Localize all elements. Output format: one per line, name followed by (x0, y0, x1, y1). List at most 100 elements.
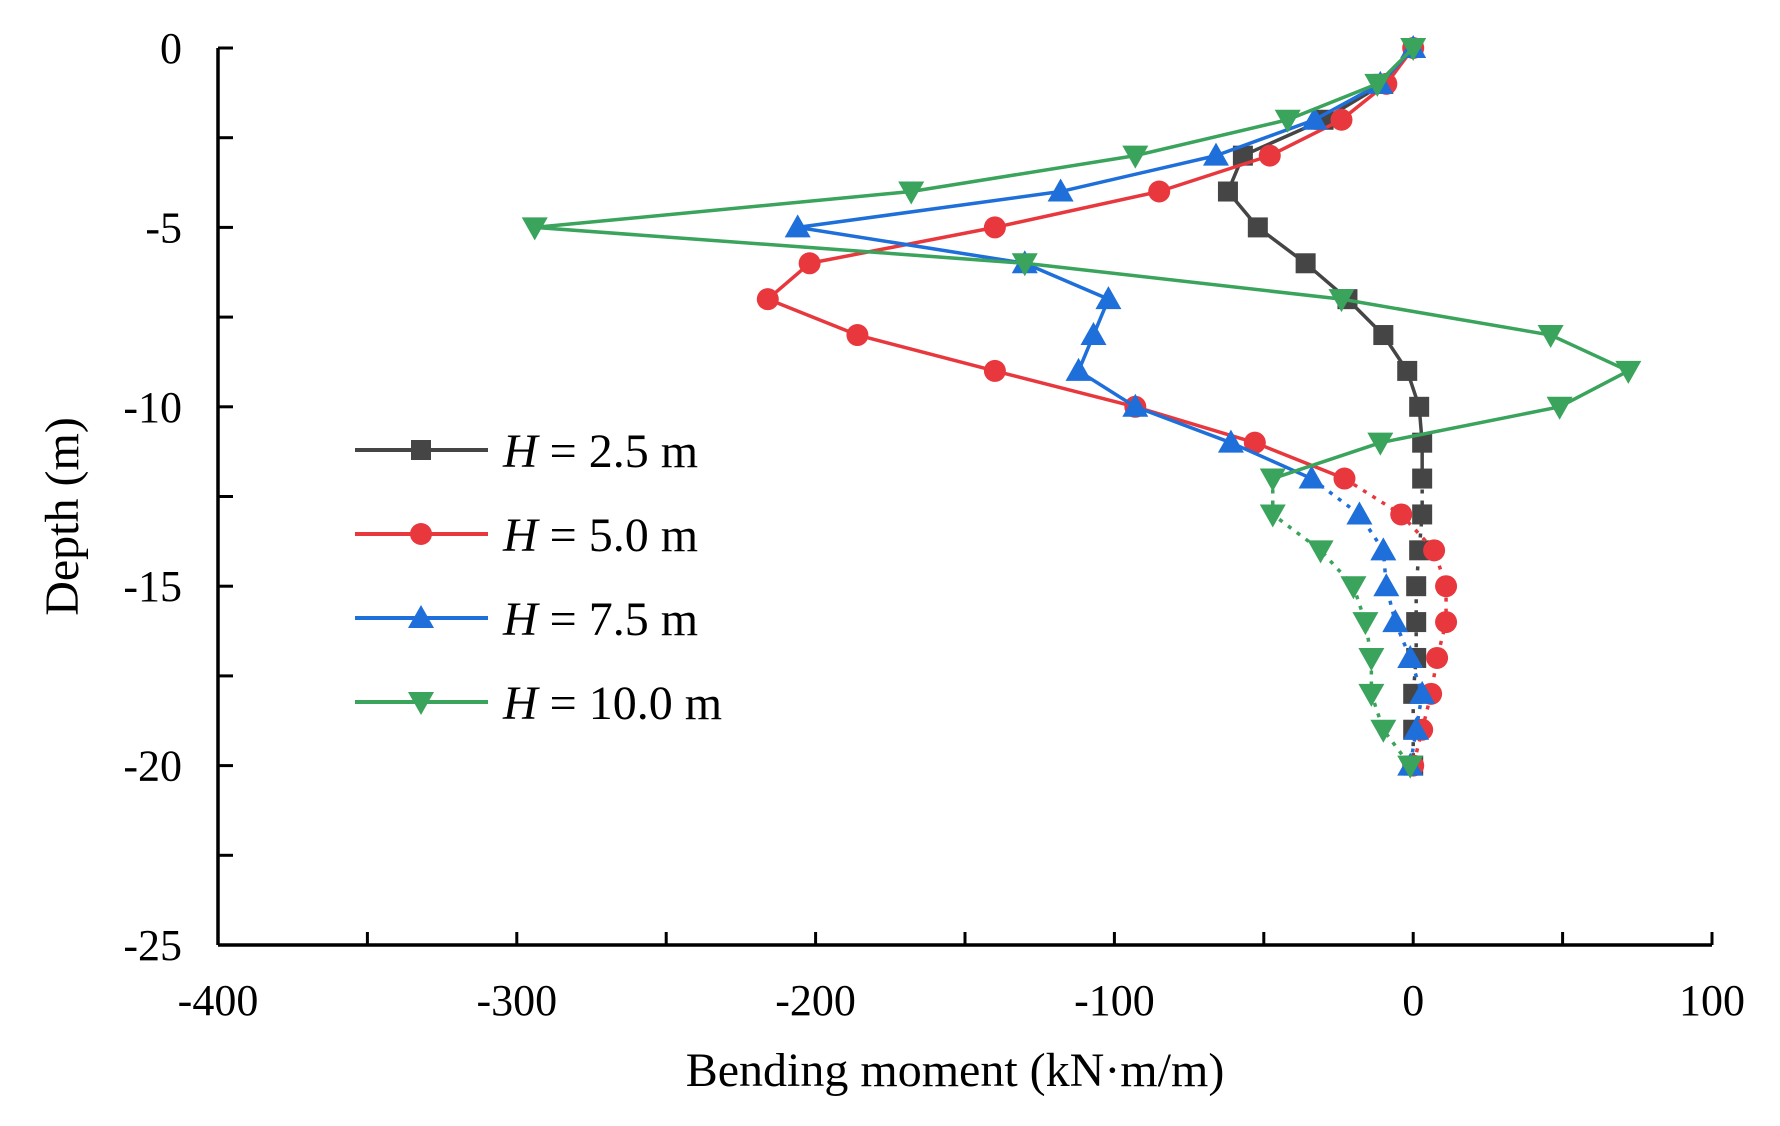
legend-value: = 7.5 m (538, 593, 698, 646)
series-4 (521, 38, 1642, 779)
y-axis-title: Depth (m) (36, 417, 89, 616)
data-point (756, 288, 779, 311)
legend-entry: H = 7.5 m (355, 593, 698, 646)
legend-marker (408, 605, 434, 628)
data-point (1274, 109, 1301, 133)
data-point (1340, 576, 1367, 600)
data-point (1390, 503, 1413, 526)
data-point (1397, 755, 1424, 779)
legend-variable: H (502, 677, 540, 730)
x-tick-label: -300 (476, 976, 557, 1025)
data-point (1328, 289, 1355, 313)
y-tick-label: -25 (123, 921, 182, 970)
data-point (1409, 540, 1430, 561)
data-point (1333, 467, 1356, 490)
data-point (1217, 181, 1238, 202)
data-point (1412, 504, 1433, 525)
axes: -400 -300 -200 -100 0 100 0 -5 -10 -15 -20 -25 (123, 24, 1745, 1025)
legend: H = 2.5 mH = 5.0 mH = 7.5 mH = 10.0 m (355, 425, 722, 730)
data-point (1065, 357, 1092, 381)
legend-label: H = 5.0 m (502, 509, 698, 562)
data-point (1412, 468, 1433, 489)
data-point (1232, 145, 1253, 166)
legend-entry: H = 10.0 m (355, 677, 722, 730)
data-point (784, 214, 811, 238)
data-point (1615, 360, 1642, 384)
legend-marker (410, 523, 432, 545)
data-point (1406, 612, 1427, 633)
data-point (1295, 253, 1316, 274)
legend-label: H = 7.5 m (502, 593, 698, 646)
data-point (1546, 396, 1573, 420)
data-point (1382, 609, 1409, 633)
legend-value: = 5.0 m (538, 509, 698, 562)
legend-entry: H = 2.5 m (355, 425, 698, 478)
data-point (1400, 38, 1427, 61)
data-point (1370, 537, 1397, 561)
data-point (1148, 180, 1171, 203)
y-tick-label: -20 (123, 742, 182, 791)
data-point (1202, 142, 1229, 166)
legend-variable: H (502, 509, 540, 562)
data-point (1352, 612, 1379, 636)
y-tick-label: -10 (123, 383, 182, 432)
data-point (1122, 145, 1149, 169)
data-point (1258, 144, 1281, 167)
series-3 (784, 35, 1436, 776)
x-axis-title: Bending moment (kN·m/m) (686, 1044, 1225, 1097)
data-point (1412, 432, 1433, 453)
data-point (1373, 573, 1400, 597)
data-point (898, 181, 925, 205)
legend-value: = 2.5 m (538, 425, 698, 478)
data-point (1011, 253, 1038, 277)
data-point (1406, 576, 1427, 597)
legend-marker (411, 440, 431, 460)
data-point (1259, 468, 1286, 492)
data-point (1307, 540, 1334, 564)
data-point (1080, 322, 1107, 346)
data-point (1397, 360, 1418, 381)
data-point (1423, 539, 1446, 562)
data-point (1358, 647, 1385, 671)
series-line (532, 46, 1631, 481)
data-point (1301, 106, 1328, 130)
data-point (521, 217, 548, 241)
x-tick-label: 100 (1679, 976, 1745, 1025)
data-point (1426, 646, 1449, 669)
data-point (1259, 504, 1286, 528)
data-point (798, 252, 821, 275)
data-point (1397, 644, 1424, 668)
data-point (1330, 108, 1353, 131)
series-line-dotted (1271, 478, 1412, 767)
data-point (1370, 719, 1397, 743)
legend-label: H = 2.5 m (502, 425, 698, 478)
legend-marker (408, 692, 434, 715)
data-point (1047, 178, 1074, 202)
y-tick-label: -15 (123, 562, 182, 611)
data-point (983, 216, 1006, 239)
data-point (1367, 432, 1394, 456)
legend-variable: H (502, 593, 540, 646)
plot-area (521, 35, 1642, 779)
data-point (1217, 429, 1244, 453)
x-tick-label: -400 (178, 976, 259, 1025)
data-point (1409, 680, 1436, 704)
data-point (1298, 465, 1325, 489)
x-tick-label: -100 (1074, 976, 1155, 1025)
series-line-dotted (1310, 477, 1424, 766)
data-point (1247, 217, 1268, 238)
x-tick-label: -200 (775, 976, 856, 1025)
data-point (1537, 325, 1564, 349)
data-point (1409, 396, 1430, 417)
data-point (1435, 575, 1458, 598)
series-2 (756, 37, 1458, 777)
data-point (1403, 716, 1430, 740)
data-point (1095, 286, 1122, 310)
data-point (1346, 501, 1373, 525)
y-tick-label: -5 (145, 203, 182, 252)
legend-value: = 10.0 m (538, 677, 722, 730)
data-point (1364, 73, 1391, 97)
data-point (1243, 431, 1266, 454)
data-point (846, 324, 869, 347)
